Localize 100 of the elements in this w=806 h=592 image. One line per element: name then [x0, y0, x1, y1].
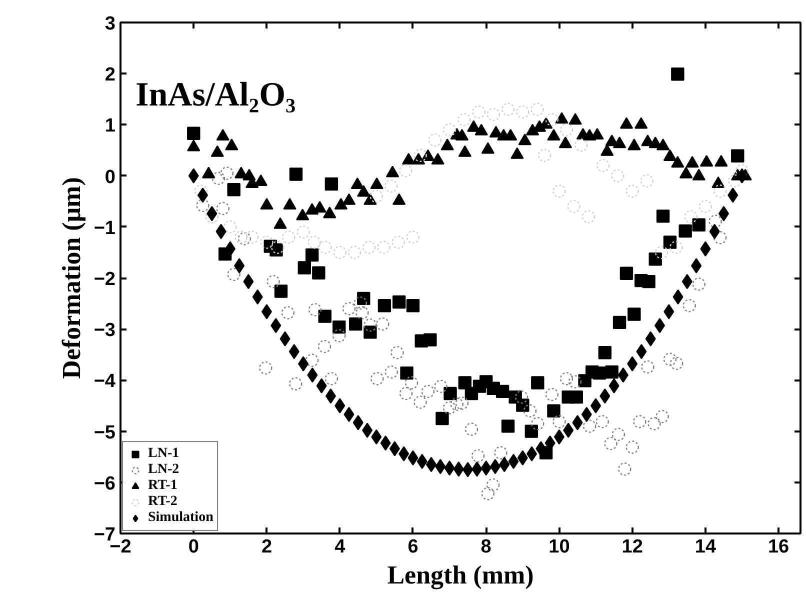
- point: [596, 158, 610, 172]
- point: [663, 236, 677, 249]
- y-tick-label: 1: [104, 116, 116, 137]
- y-tick-label: 2: [104, 64, 116, 86]
- point: [640, 174, 654, 188]
- point: [567, 200, 580, 214]
- point: [400, 366, 414, 380]
- point: [531, 417, 544, 430]
- x-tick-label: 12: [622, 536, 643, 558]
- point: [428, 133, 442, 147]
- legend-label: LN-2: [148, 462, 180, 478]
- point: [442, 401, 456, 414]
- point: [670, 356, 684, 370]
- y-tick-label: −5: [94, 422, 116, 444]
- point: [296, 225, 310, 239]
- point: [364, 318, 377, 332]
- point: [348, 317, 362, 331]
- point: [399, 386, 413, 400]
- point: [524, 424, 538, 438]
- point: [384, 365, 398, 379]
- point: [531, 376, 544, 390]
- x-tick-label: 16: [768, 536, 790, 558]
- y-tick-label: 3: [104, 14, 116, 34]
- point: [663, 352, 677, 366]
- point: [324, 177, 338, 191]
- point: [370, 190, 384, 203]
- point: [611, 169, 624, 182]
- point: [406, 230, 420, 244]
- point: [318, 310, 332, 323]
- point: [434, 380, 448, 393]
- point: [196, 198, 210, 212]
- point: [552, 415, 566, 428]
- x-tick-label: 6: [408, 536, 418, 558]
- point: [216, 202, 230, 216]
- point: [378, 298, 392, 312]
- point: [648, 252, 662, 266]
- point: [266, 274, 280, 288]
- point: [246, 230, 259, 244]
- point: [471, 449, 485, 462]
- point: [377, 240, 390, 254]
- point: [620, 266, 634, 280]
- point: [496, 384, 510, 398]
- point: [656, 210, 670, 223]
- point: [436, 412, 449, 426]
- y-tick-label: −2: [94, 269, 116, 290]
- point: [560, 372, 574, 386]
- point: [628, 308, 641, 321]
- point: [370, 372, 384, 386]
- point: [458, 113, 471, 126]
- point: [224, 220, 237, 234]
- point: [641, 360, 654, 374]
- point: [442, 123, 456, 136]
- point: [592, 366, 606, 380]
- point: [523, 404, 537, 418]
- point: [626, 184, 639, 198]
- point: [376, 317, 390, 331]
- x-tick-label: 10: [548, 536, 570, 558]
- y-tick-label: −6: [94, 473, 116, 494]
- point: [354, 296, 367, 310]
- point: [472, 105, 486, 119]
- point: [516, 398, 530, 412]
- point: [274, 284, 288, 298]
- point: [560, 123, 574, 136]
- point: [568, 375, 582, 388]
- point: [501, 420, 515, 433]
- point: [227, 182, 240, 196]
- x-tick-label: 2: [261, 536, 272, 558]
- point: [692, 218, 706, 232]
- point: [626, 440, 639, 454]
- point: [671, 68, 684, 81]
- y-tick-label: 0: [104, 166, 116, 188]
- point: [390, 346, 404, 360]
- point: [612, 428, 626, 441]
- point: [455, 396, 469, 410]
- legend-label: Simulation: [148, 510, 214, 526]
- x-tick-label: 14: [694, 536, 716, 558]
- point: [212, 172, 226, 185]
- point: [684, 210, 698, 224]
- point: [356, 306, 369, 320]
- point: [464, 422, 478, 436]
- point: [392, 295, 406, 309]
- point: [538, 148, 552, 162]
- point: [596, 415, 609, 428]
- point: [289, 168, 303, 181]
- legend-label: LN-1: [148, 446, 180, 462]
- x-tick-label: 0: [188, 536, 199, 558]
- point: [654, 246, 668, 260]
- point: [399, 164, 412, 178]
- point: [348, 246, 362, 260]
- point: [392, 236, 405, 249]
- point: [570, 390, 583, 404]
- point: [545, 113, 558, 126]
- point: [298, 261, 311, 274]
- legend-label: RT-1: [148, 478, 178, 494]
- point: [552, 184, 566, 198]
- point: [545, 388, 558, 402]
- point: [289, 377, 302, 390]
- point: [486, 478, 500, 492]
- point: [414, 396, 427, 409]
- point: [656, 410, 669, 424]
